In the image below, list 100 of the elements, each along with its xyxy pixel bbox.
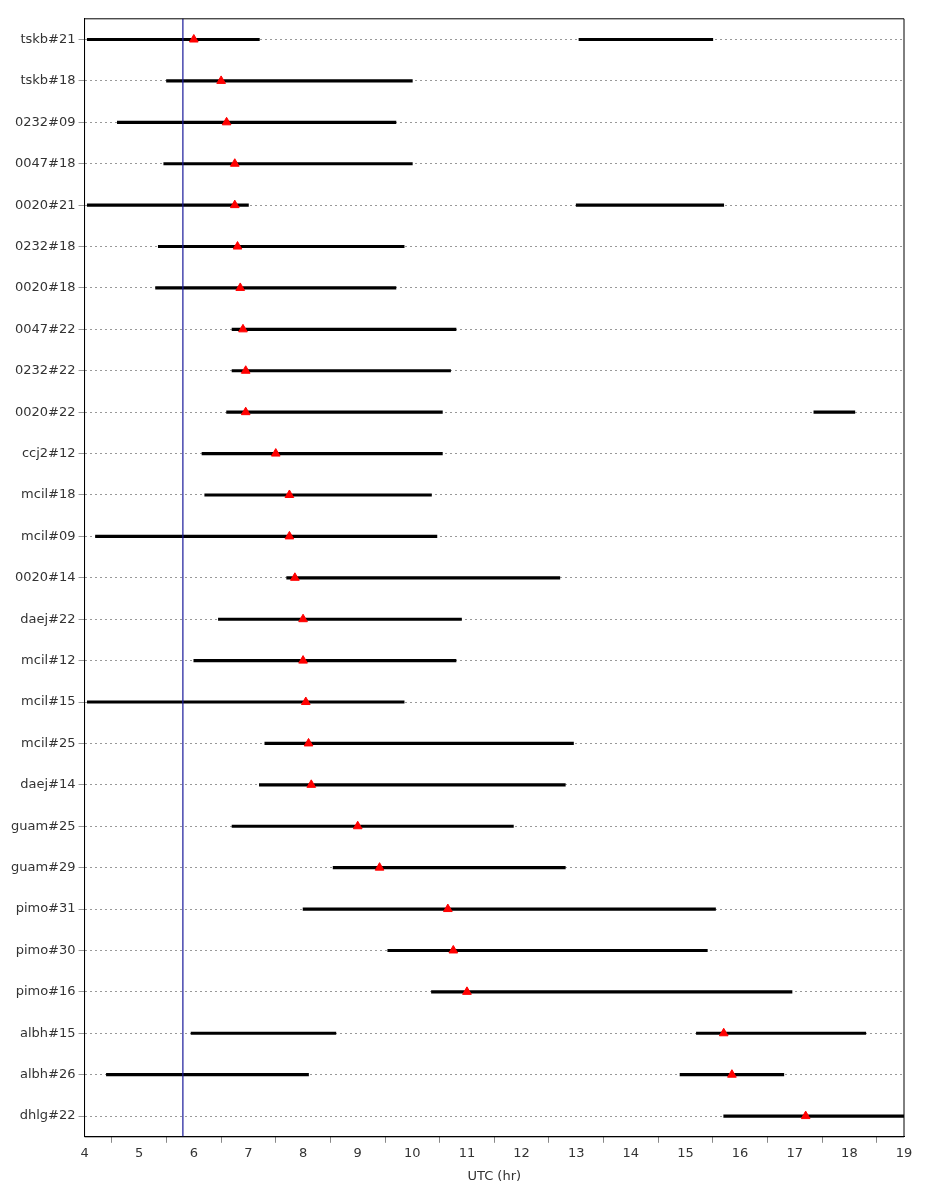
point (240, 365, 251, 374)
y-tick-label: tskb#21 (20, 30, 76, 46)
bar (431, 990, 793, 994)
y-tick-label: pimo#30 (15, 941, 76, 957)
y-tick-label: 0047#22 (15, 320, 76, 336)
bar (106, 1073, 309, 1077)
y-tick-label: mcil#12 (21, 651, 76, 667)
x-tick-label: 14 (622, 1144, 640, 1160)
bar (163, 162, 413, 166)
point (235, 282, 246, 291)
x-tick-label: 13 (567, 1144, 585, 1160)
bar (575, 203, 725, 207)
y-tick-label: daej#22 (20, 610, 76, 626)
y-tick-label: daej#14 (20, 776, 76, 792)
point (298, 655, 308, 664)
y-tick-label: dhlg#22 (19, 1107, 76, 1123)
bar (813, 410, 856, 414)
y-tick-label: ccj2#12 (21, 444, 76, 460)
y-tick-label: pimo#16 (15, 983, 76, 999)
y-tick-label: 0020#18 (15, 279, 76, 295)
bar (226, 410, 443, 414)
y-tick-label: 0232#09 (15, 113, 76, 129)
point (448, 944, 459, 954)
y-tick-label: mcil#18 (21, 486, 76, 502)
point (306, 779, 317, 788)
y-tick-label: tskb#18 (20, 72, 76, 88)
y-tick-label: mcil#15 (21, 693, 76, 709)
y-tick-label: 0020#21 (15, 196, 76, 212)
point (303, 737, 314, 747)
bar (231, 824, 514, 828)
point (188, 34, 199, 43)
y-tick-label: pimo#31 (15, 900, 76, 916)
bar (332, 866, 566, 870)
y-tick-label: 0232#22 (15, 362, 76, 378)
x-tick-label: 5 (135, 1144, 144, 1160)
bar (204, 493, 432, 497)
point (300, 696, 311, 706)
bar (578, 37, 714, 42)
x-axis-title: UTC (hr) (467, 1167, 522, 1183)
point (270, 448, 281, 457)
bar (302, 907, 716, 911)
x-tick-label: 11 (458, 1144, 476, 1160)
x-tick-label: 9 (353, 1144, 362, 1160)
point (284, 530, 295, 540)
point (290, 572, 300, 581)
bar (86, 700, 405, 704)
y-tick-label: guam#29 (10, 859, 76, 875)
bar (117, 120, 397, 124)
y-tick-label: mcil#25 (21, 734, 76, 750)
point (298, 613, 308, 623)
x-tick-label: 15 (677, 1144, 694, 1160)
point (229, 199, 240, 209)
y-tick-label: albh#26 (20, 1066, 76, 1082)
bar (95, 534, 438, 538)
x-tick-label: 16 (731, 1144, 749, 1160)
point (284, 489, 295, 498)
x-tick-label: 4 (80, 1144, 89, 1160)
bar (387, 948, 708, 953)
bar (166, 79, 413, 83)
point (221, 116, 232, 126)
point (238, 323, 248, 333)
point (718, 1027, 729, 1037)
bar (155, 286, 397, 290)
point (800, 1110, 811, 1120)
bar (231, 327, 457, 331)
bar (231, 369, 451, 373)
point (374, 862, 385, 871)
point (462, 986, 472, 995)
bar (193, 659, 457, 663)
point (232, 241, 243, 250)
bar (218, 617, 462, 621)
x-tick-label: 7 (244, 1144, 253, 1160)
bar (86, 37, 260, 42)
point (240, 406, 251, 416)
x-tick-label: 17 (786, 1144, 804, 1160)
bar (286, 576, 561, 580)
x-tick-label: 19 (895, 1144, 913, 1160)
bar (696, 1031, 867, 1035)
y-tick-label: 0232#18 (15, 237, 76, 253)
bar (190, 1031, 337, 1035)
x-tick-label: 12 (513, 1144, 530, 1160)
bar (264, 741, 574, 746)
point (443, 903, 453, 913)
point (352, 820, 363, 830)
y-tick-label: 0020#22 (15, 403, 76, 419)
y-tick-label: mcil#09 (21, 527, 76, 543)
y-tick-label: 0047#18 (15, 155, 76, 171)
y-tick-label: guam#25 (10, 817, 76, 833)
point (229, 158, 240, 167)
x-tick-label: 10 (404, 1144, 421, 1160)
point (216, 75, 226, 84)
x-tick-label: 6 (189, 1144, 198, 1160)
x-tick-label: 18 (841, 1144, 858, 1160)
y-tick-label: albh#15 (20, 1024, 76, 1040)
bar (201, 452, 443, 456)
y-tick-label: 0020#14 (15, 569, 76, 585)
bar (259, 783, 566, 787)
x-tick-label: 8 (298, 1144, 308, 1160)
bar (157, 244, 405, 249)
point (727, 1069, 737, 1078)
